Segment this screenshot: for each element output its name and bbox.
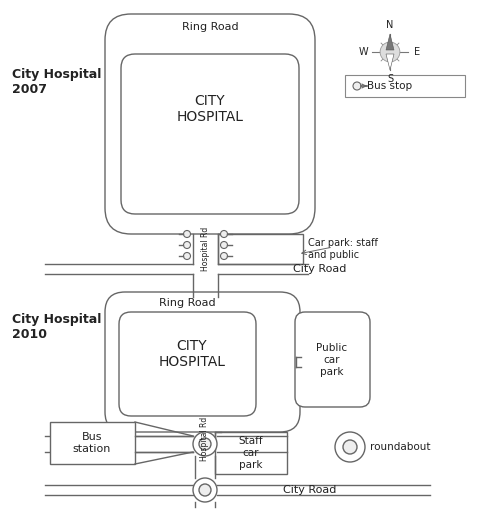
Text: E: E xyxy=(414,47,420,57)
Circle shape xyxy=(220,252,227,260)
Circle shape xyxy=(199,484,211,496)
Circle shape xyxy=(184,242,191,248)
Text: City Hospital
2010: City Hospital 2010 xyxy=(12,313,102,341)
Text: Public
car
park: Public car park xyxy=(316,344,348,377)
Text: Bus
station: Bus station xyxy=(73,432,111,454)
Text: Hospital Rd: Hospital Rd xyxy=(201,227,210,271)
Bar xyxy=(345,75,465,97)
Text: roundabout: roundabout xyxy=(370,442,431,452)
Text: City Hospital
2007: City Hospital 2007 xyxy=(12,68,102,96)
Text: W: W xyxy=(358,47,368,57)
Text: Hospital Rd: Hospital Rd xyxy=(201,417,210,461)
FancyBboxPatch shape xyxy=(121,54,299,214)
Text: Car park: staff
and public: Car park: staff and public xyxy=(308,238,378,260)
Circle shape xyxy=(220,242,227,248)
Circle shape xyxy=(220,230,227,238)
Circle shape xyxy=(380,42,400,62)
FancyBboxPatch shape xyxy=(119,312,256,416)
FancyBboxPatch shape xyxy=(105,14,315,234)
Text: CITY
HOSPITAL: CITY HOSPITAL xyxy=(177,94,243,124)
Text: Bus stop: Bus stop xyxy=(367,81,412,91)
Text: Staff
car
park: Staff car park xyxy=(239,436,263,470)
Circle shape xyxy=(199,438,211,450)
Text: City Road: City Road xyxy=(283,485,337,495)
FancyBboxPatch shape xyxy=(295,312,370,407)
Text: CITY
HOSPITAL: CITY HOSPITAL xyxy=(158,339,225,369)
Polygon shape xyxy=(386,34,394,50)
Circle shape xyxy=(184,230,191,238)
Polygon shape xyxy=(386,54,394,70)
Circle shape xyxy=(353,82,361,90)
FancyBboxPatch shape xyxy=(105,292,300,432)
Circle shape xyxy=(343,440,357,454)
Circle shape xyxy=(335,432,365,462)
Circle shape xyxy=(193,478,217,502)
Circle shape xyxy=(193,432,217,456)
Text: N: N xyxy=(386,20,394,30)
Text: City Road: City Road xyxy=(293,264,347,274)
Bar xyxy=(50,422,135,464)
Bar xyxy=(218,234,303,264)
Text: Ring Road: Ring Road xyxy=(158,298,215,308)
Text: S: S xyxy=(387,74,393,84)
Text: Ring Road: Ring Road xyxy=(182,22,238,32)
Bar xyxy=(215,432,287,474)
Circle shape xyxy=(184,252,191,260)
